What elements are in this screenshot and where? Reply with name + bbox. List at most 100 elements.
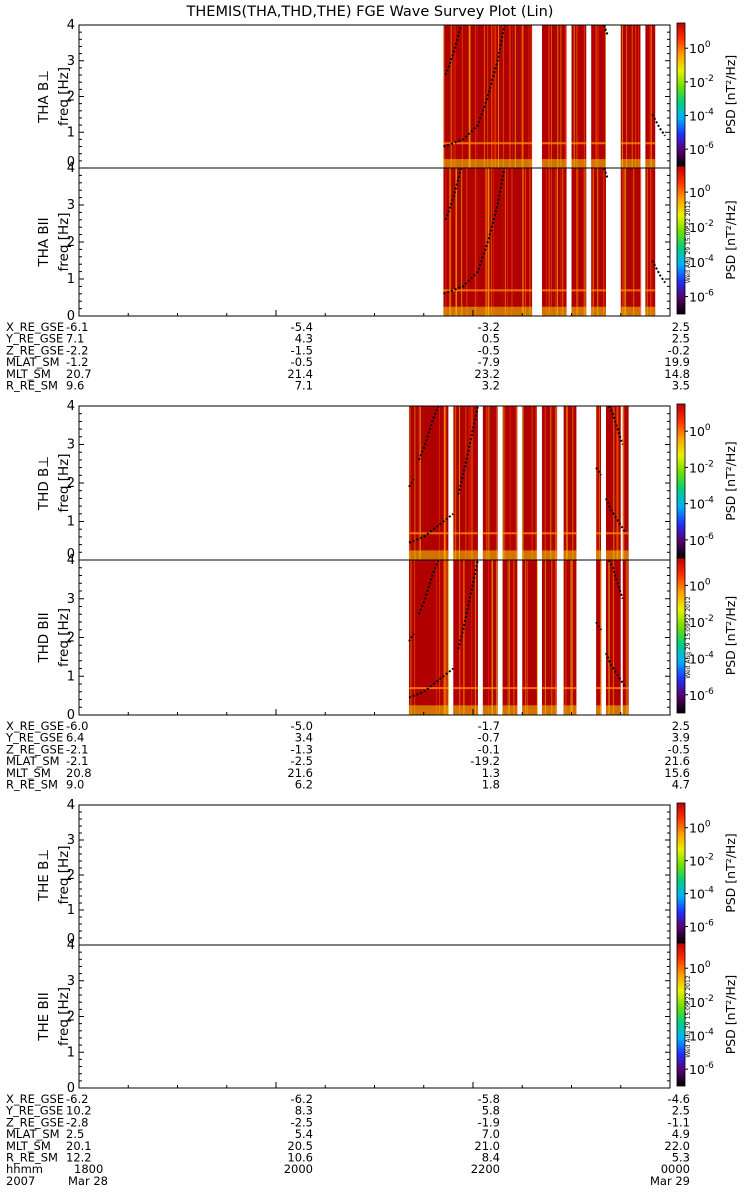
ephemeris-row-name: MLAT_SM [6,355,60,369]
freq-axis-label: freq [Hz] [56,213,72,272]
ephemeris-value: 3.9 [672,731,690,745]
spectrogram-block [512,168,533,316]
spectrogram-lowfreq-band [541,705,557,715]
spectrogram-striation [475,560,477,715]
spectrogram-harmonic-line [502,289,513,292]
hhmm-value: 2000 [284,1162,313,1176]
spectrogram-block [502,560,518,715]
colorbar: 100 10-2 10-4 10-6 PSD [nT²/Hz] [676,802,738,944]
colorbar-tick-label: 10-2 [689,74,714,90]
spectrogram-striation [623,168,625,316]
gyrofrequency-trace [417,559,440,615]
ephemeris-value: -6.1 [66,320,88,334]
ephemeris-value: 3.2 [482,379,500,393]
spectrogram-lowfreq-band [453,550,478,560]
spectrogram-harmonic-line [620,289,641,292]
y-tick-label: 1 [67,1045,75,1060]
colorbar-tick-label: 10-2 [689,614,714,630]
spectrogram-striation [584,168,586,316]
colorbar-tick-label: 100 [689,423,711,439]
spectrogram-lowfreq-band [453,705,478,715]
y-tick-label: 1 [67,125,75,140]
spectrogram-striation [504,406,506,560]
hhmm-value: 2200 [471,1162,500,1176]
spectrogram-striation [545,168,547,316]
ephemeris-value: 2.5 [672,320,690,334]
colorbar-tick-label: 100 [689,820,711,836]
spectrogram-striation [529,168,531,316]
ephemeris-value: -2.5 [291,754,313,768]
spectrogram-lowfreq-band [605,550,621,560]
ephemeris-row-name: MLT_SM [6,766,51,780]
gyrofrequency-trace [605,498,627,534]
spectrogram-lowfreq-band [571,159,587,168]
gyrofrequency-trace [457,405,479,495]
ephemeris-value: 1.8 [482,778,500,792]
colorbar-gradient [676,403,686,559]
spectrogram-striation [565,560,567,715]
spectrogram-striation [486,168,488,316]
y-tick-label: 3 [67,198,75,213]
hhmm-value: 0000 [661,1162,690,1176]
ephemeris-value: 8.3 [295,1104,313,1118]
spectrogram-lowfreq-band [591,159,606,168]
spectrogram-block [622,406,629,560]
gyrofrequency-trace [651,260,666,284]
spectrogram-striation [577,168,579,316]
colorbar-tick-label: 10-4 [689,650,714,666]
spectrogram-harmonic-line [605,532,621,535]
y-tick-label: 4 [67,399,75,414]
spectrogram-striation [495,25,497,168]
spectrogram-striation [446,560,448,715]
spectrogram-striation [525,560,527,715]
ephemeris-value: 7.1 [66,332,84,346]
spectrogram-harmonic-line [541,142,552,145]
ephemeris-value: -1.7 [478,719,500,733]
spectrogram-striation [623,406,625,560]
spectrogram-harmonic-line [571,142,587,145]
spectrogram-lowfreq-band [596,705,602,715]
colorbar-tick-label: 10-6 [689,687,714,703]
ephemeris-value: -6.2 [291,1092,313,1106]
ephemeris-value: 2.5 [672,1104,690,1118]
spectrogram-lowfreq-band [502,705,518,715]
spectrogram-harmonic-line [620,142,641,145]
spectrogram-striation [605,25,607,168]
colorbar: 100 10-2 10-4 10-6 PSD [nT²/Hz] Wed Aug 29 15… [676,165,738,315]
gyrofrequency-trace [444,167,463,221]
spectrogram-striation [458,406,460,560]
spectrogram-striation [443,25,445,168]
y-tick-label: 4 [67,553,75,568]
spectrogram-lowfreq-band [502,306,513,316]
spectrogram-striation [444,406,446,560]
colorbar-gradient [676,165,686,315]
ephemeris-table: X_RE_GSE -6.0 -5.0 -1.7 2.5 Y_RE_GSE 6.4 3.4 -0.… [5,719,690,792]
colorbar-label: PSD [nT²/Hz] [723,833,738,913]
spectrogram-striation [491,25,493,168]
spectrogram-block [522,560,538,715]
spectrogram-striation [495,560,497,715]
ephemeris-value: 6.4 [66,731,84,745]
spectrogram-striation [475,25,477,168]
spectrogram-lowfreq-band [512,159,533,168]
spectrogram-striation [419,406,421,560]
spectrogram-block [571,168,587,316]
colorbar-gradient [676,22,686,167]
spectrogram-striation [560,168,562,316]
ephemeris-value: -0.1 [478,742,500,756]
ephemeris-row-name: Y_RE_GSE [5,731,63,745]
spectrogram-lowfreq-band [477,159,503,168]
ephemeris-row-name: R_RE_SM [6,778,58,792]
ephemeris-value: -1.3 [291,742,313,756]
ephemeris-value: -1.2 [66,355,88,369]
ephemeris-value: 22.0 [664,1139,690,1153]
spectrogram-lowfreq-band [551,306,567,316]
gyrofrequency-trace [408,633,415,642]
ephemeris-value: -2.1 [66,742,88,756]
y-tick-label: 4 [67,161,75,176]
ephemeris-value: -1.9 [478,1115,500,1129]
ephemeris-row-name: MLT_SM [6,1139,51,1153]
spectrogram-block [443,25,478,168]
spectrogram-lowfreq-band [563,550,577,560]
spectrogram-striation [597,168,599,316]
